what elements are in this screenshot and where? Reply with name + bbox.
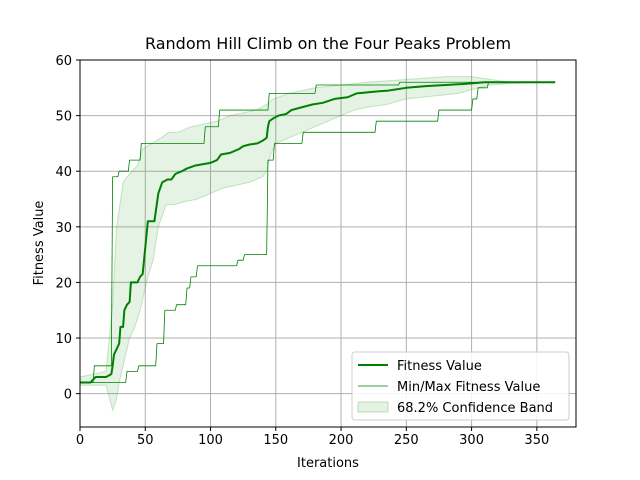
legend-label-minmax: Min/Max Fitness Value [397,380,540,395]
max-fitness-line [80,81,556,383]
y-tick-label: 40 [55,165,72,180]
y-tick-label: 10 [55,332,72,347]
x-tick-label: 150 [263,433,288,448]
x-tick-label: 50 [137,433,154,448]
chart-title: Random Hill Climb on the Four Peaks Prob… [145,34,511,53]
legend-label-fitness: Fitness Value [397,359,482,374]
fitness-value-line [80,81,556,384]
y-tick-label: 30 [55,221,72,236]
y-tick-label: 60 [55,54,72,69]
x-tick-label: 100 [198,433,223,448]
x-tick-label: 0 [76,433,84,448]
legend-swatch-band [357,401,389,413]
confidence-band-layer [79,76,556,413]
legend-box [351,351,570,421]
x-tick-label: 200 [329,433,354,448]
confidence-band [79,76,556,413]
x-tick-label: 300 [459,433,484,448]
min-fitness-line [80,81,556,383]
x-tick-label: 350 [524,433,549,448]
axis-ticks: 0 50 100 150 200 250 300 350 0 10 20 30 40 50 60 [55,54,549,448]
x-tick-label: 250 [394,433,419,448]
y-axis-label: Fitness Value [32,201,47,286]
legend: Fitness Value Min/Max Fitness Value 68.2… [351,351,570,421]
plot-frame [79,59,577,428]
y-tick-label: 0 [64,388,72,403]
x-axis-label: Iterations [297,456,359,471]
y-tick-label: 50 [55,110,72,125]
y-tick-label: 20 [55,276,72,291]
series-lines-layer [80,81,556,384]
legend-label-band: 68.2% Confidence Band [397,401,553,416]
